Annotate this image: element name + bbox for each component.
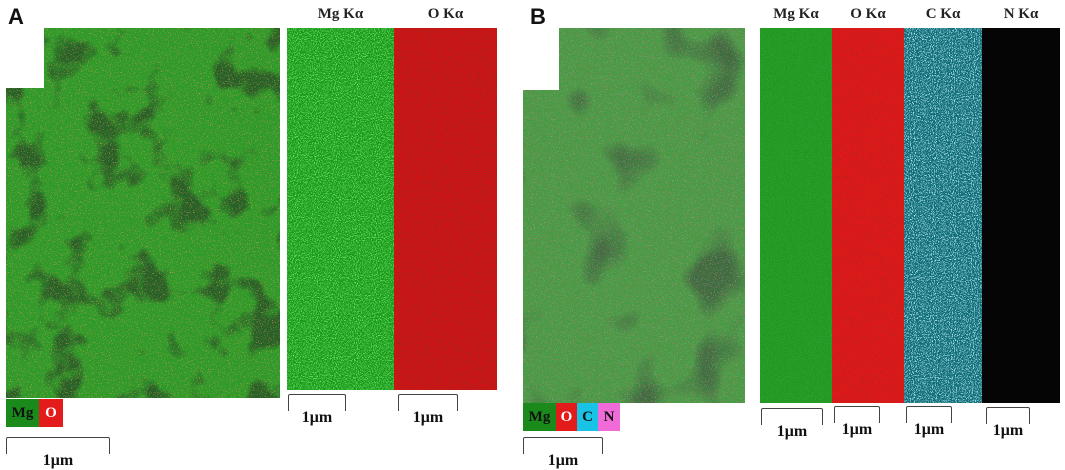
composite-map-b — [523, 28, 745, 403]
scale-label: 1μm — [547, 452, 579, 469]
scale-bar-o-a: 1μm — [398, 394, 458, 426]
map-notch-a — [6, 28, 44, 88]
legend-label: O — [45, 404, 57, 421]
scale-bar-mg-b: 1μm — [761, 408, 823, 440]
legend-label: Mg — [528, 408, 551, 425]
scale-bracket — [906, 406, 952, 423]
channel-title-o-a: O Kα — [427, 6, 464, 22]
channel-map-o-b — [832, 28, 904, 403]
scale-label: 1μm — [913, 421, 945, 438]
channel-map-mg-a — [287, 28, 394, 390]
legend-chip-mg-a: Mg — [6, 399, 39, 427]
scale-label: 1μm — [992, 422, 1024, 439]
scale-label: 1μm — [42, 452, 74, 469]
scale-bracket — [288, 394, 346, 411]
scale-bracket — [834, 406, 880, 423]
channel-title-mg-a: Mg Kα — [317, 6, 364, 22]
channel-title-n-b: N Kα — [1003, 6, 1039, 22]
channel-title-c-b: C Kα — [925, 6, 961, 22]
legend-b: Mg O C N — [523, 403, 620, 431]
map-notch-b — [523, 28, 559, 90]
legend-chip-o-b: O — [556, 403, 577, 431]
legend-label: Mg — [11, 404, 34, 421]
channel-map-n-b — [982, 28, 1060, 403]
scale-bar-b: 1μm — [523, 437, 603, 469]
scale-bar-c-b: 1μm — [906, 406, 952, 438]
legend-chip-n-b: N — [598, 403, 620, 431]
composite-map-a — [6, 28, 280, 398]
scale-label: 1μm — [412, 409, 444, 426]
channel-title-o-b: O Kα — [850, 6, 886, 22]
scale-bar-mg-a: 1μm — [288, 394, 346, 426]
legend-label: O — [560, 408, 573, 425]
legend-chip-mg-b: Mg — [523, 403, 556, 431]
scale-bar-n-b: 1μm — [986, 407, 1030, 439]
scale-bracket — [761, 408, 823, 425]
scale-bar-o-b: 1μm — [834, 406, 880, 438]
legend-chip-o-a: O — [39, 399, 63, 427]
panel-letter-a: A — [8, 4, 24, 29]
channel-map-mg-b — [760, 28, 832, 403]
scale-label: 1μm — [301, 409, 333, 426]
legend-chip-c-b: C — [577, 403, 598, 431]
legend-label: N — [603, 408, 615, 425]
legend-a: Mg O — [6, 399, 63, 427]
legend-label: C — [582, 408, 593, 425]
channel-title-mg-b: Mg Kα — [773, 6, 819, 22]
scale-bracket — [986, 407, 1030, 424]
channel-map-c-b — [904, 28, 982, 403]
scale-label: 1μm — [776, 423, 808, 440]
channel-map-o-a — [394, 28, 497, 390]
scale-bracket — [398, 394, 458, 411]
scale-bar-a: 1μm — [6, 437, 110, 469]
scale-bracket — [6, 437, 110, 454]
scale-bracket — [523, 437, 603, 454]
panel-letter-b: B — [530, 4, 546, 29]
scale-label: 1μm — [841, 421, 873, 438]
